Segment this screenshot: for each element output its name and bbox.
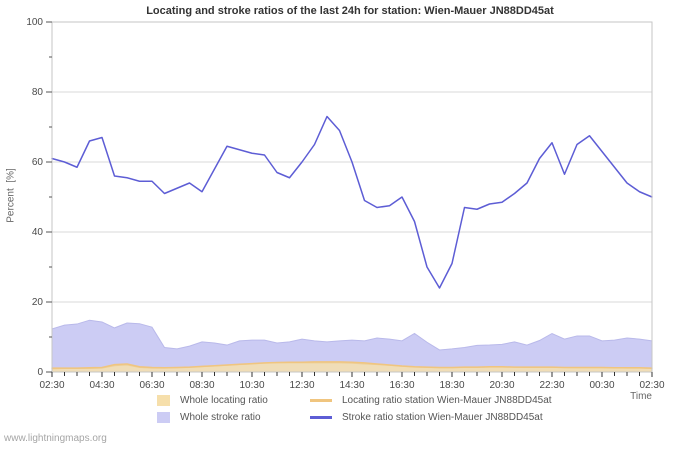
x-tick-label: 10:30 — [239, 380, 264, 391]
y-tick-label: 60 — [32, 157, 44, 168]
area-whole-stroke-ratio — [52, 320, 652, 372]
chart-legend: Whole locating ratio Locating ratio stat… — [157, 395, 552, 423]
line-locating-ratio-station — [51, 361, 653, 369]
x-tick-label: 02:30 — [639, 380, 664, 391]
legend-label-stroke-ratio-station: Stroke ratio station Wien-Mauer JN88DD45… — [342, 412, 543, 423]
x-tick-label: 02:30 — [39, 380, 64, 391]
x-tick-label: 08:30 — [189, 380, 214, 391]
x-tick-label: 20:30 — [489, 380, 514, 391]
chart-title: Locating and stroke ratios of the last 2… — [146, 5, 554, 17]
whole-stroke-ratio-swatch — [157, 412, 170, 423]
x-tick-label: 18:30 — [439, 380, 464, 391]
x-tick-label: 12:30 — [289, 380, 314, 391]
x-tick-label: 14:30 — [339, 380, 364, 391]
y-tick-label: 40 — [32, 227, 44, 238]
x-tick-label: 00:30 — [589, 380, 614, 391]
legend-label-locating-ratio-station: Locating ratio station Wien-Mauer JN88DD… — [342, 395, 552, 406]
x-tick-label: 22:30 — [539, 380, 564, 391]
y-tick-label: 80 — [32, 87, 44, 98]
whole-locating-ratio-swatch — [157, 395, 170, 406]
legend-label-whole-stroke-ratio: Whole stroke ratio — [180, 412, 261, 423]
x-tick-label: 04:30 — [89, 380, 114, 391]
line-stroke-ratio-station — [51, 115, 653, 289]
edge-whole-stroke-ratio — [51, 319, 653, 351]
plot-border — [51, 21, 653, 373]
x-tick-label: 16:30 — [389, 380, 414, 391]
y-tick-label: 20 — [32, 297, 44, 308]
area-whole-locating-ratio — [52, 362, 652, 372]
x-tick-label: 06:30 — [139, 380, 164, 391]
legend-label-whole-locating-ratio: Whole locating ratio — [180, 395, 268, 406]
y-tick-label: 100 — [26, 17, 43, 28]
locating-ratio-station-swatch — [310, 399, 332, 402]
y-tick-label: 0 — [37, 367, 43, 378]
x-axis-label: Time — [630, 391, 652, 402]
watermark: www.lightningmaps.org — [4, 433, 107, 444]
stroke-ratio-station-swatch — [310, 416, 332, 419]
